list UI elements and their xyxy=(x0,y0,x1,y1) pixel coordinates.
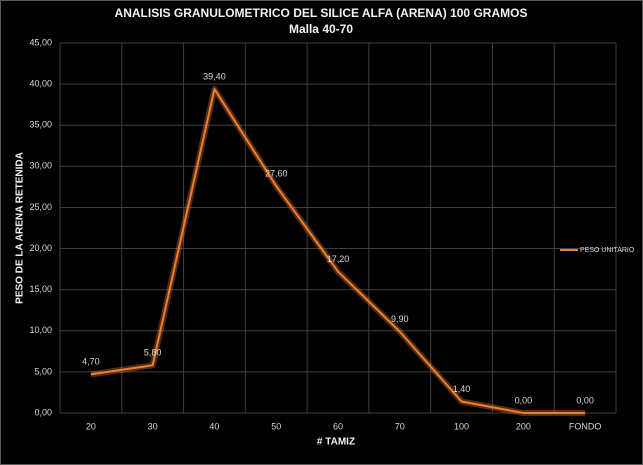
y-tick-label: 25,00 xyxy=(29,202,52,212)
data-label: 17,20 xyxy=(327,254,350,264)
data-label: 0,00 xyxy=(515,395,533,405)
chart-title: ANALISIS GRANULOMETRICO DEL SILICE ALFA … xyxy=(115,6,528,20)
data-label: 5,80 xyxy=(144,348,162,358)
x-tick-label: 70 xyxy=(395,421,405,431)
y-tick-label: 35,00 xyxy=(29,120,52,130)
y-tick-label: 10,00 xyxy=(29,325,52,335)
x-tick-label: FONDO xyxy=(569,421,602,431)
x-tick-label: 100 xyxy=(454,421,469,431)
x-tick-label: 20 xyxy=(86,421,96,431)
y-axis-title: PESO DE LA ARENA RETENIDA xyxy=(15,152,26,304)
y-tick-label: 30,00 xyxy=(29,161,52,171)
x-tick-label: 60 xyxy=(333,421,343,431)
x-axis-title: # TAMIZ xyxy=(317,437,355,448)
data-label: 9,90 xyxy=(391,314,409,324)
data-label: 1,40 xyxy=(453,384,471,394)
y-tick-label: 20,00 xyxy=(29,243,52,253)
y-tick-label: 40,00 xyxy=(29,78,52,88)
x-tick-label: 40 xyxy=(209,421,219,431)
data-label: 27,60 xyxy=(265,168,288,178)
x-tick-label: 50 xyxy=(271,421,281,431)
data-label: 39,40 xyxy=(203,71,226,81)
y-tick-label: 0,00 xyxy=(34,407,52,417)
x-tick-label: 30 xyxy=(148,421,158,431)
legend-label: PESO UNITARIO xyxy=(580,247,635,254)
data-label: 0,00 xyxy=(576,395,594,405)
data-line xyxy=(90,88,586,414)
x-tick-label: 200 xyxy=(516,421,531,431)
y-tick-label: 15,00 xyxy=(29,284,52,294)
chart-subtitle: Malla 40-70 xyxy=(289,22,353,36)
data-label: 4,70 xyxy=(82,357,100,367)
y-tick-label: 45,00 xyxy=(29,37,52,47)
y-tick-label: 5,00 xyxy=(34,366,52,376)
